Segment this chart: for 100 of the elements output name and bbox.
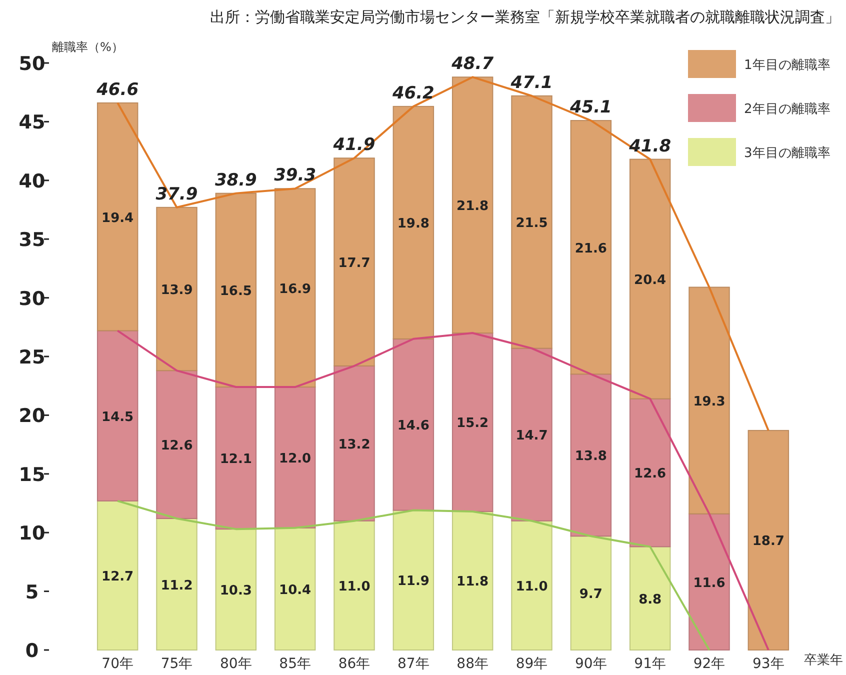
- bar: [215, 386, 257, 530]
- bar: [96, 102, 138, 332]
- bar: [688, 286, 730, 514]
- bar: [215, 528, 257, 650]
- bar: [570, 120, 612, 375]
- bar: [688, 513, 730, 650]
- data-label: 15.2: [456, 416, 489, 432]
- data-label: 19.3: [693, 394, 726, 410]
- y-tick-label: 5: [25, 581, 39, 604]
- x-tick-label: 75年: [160, 656, 193, 672]
- bar: [748, 430, 790, 650]
- data-label: 21.6: [574, 241, 607, 256]
- bar: [392, 106, 434, 340]
- x-tick-label: 88年: [456, 656, 488, 672]
- bar: [156, 206, 198, 372]
- bar: [629, 398, 671, 548]
- y-tick-label: 30: [18, 288, 46, 310]
- x-tick-label: 80年: [220, 656, 252, 672]
- bar: [452, 332, 494, 512]
- bar: [452, 76, 494, 334]
- data-label: 19.4: [102, 210, 134, 226]
- data-label: 12.6: [160, 438, 193, 454]
- data-label: 11.8: [456, 574, 489, 590]
- data-label: 8.8: [638, 592, 662, 608]
- legend-label: 1年目の離職率: [744, 57, 830, 73]
- bar: [511, 348, 552, 522]
- data-label: 19.8: [397, 216, 430, 232]
- x-tick-label: 91年: [634, 656, 666, 672]
- bar: [274, 386, 316, 528]
- data-label: 11.6: [693, 576, 726, 591]
- total-label: 38.9: [214, 170, 258, 190]
- total-label: 46.2: [391, 83, 434, 104]
- bar: [96, 330, 138, 502]
- x-tick-label: 86年: [338, 656, 370, 672]
- y-axis-title: 離職率（%）: [52, 40, 124, 54]
- bar: [570, 374, 612, 537]
- data-label: 14.5: [102, 410, 134, 425]
- x-tick-label: 85年: [279, 656, 311, 672]
- data-label: 20.4: [634, 273, 666, 288]
- data-label: 13.2: [338, 437, 370, 452]
- data-label: 16.9: [279, 282, 312, 297]
- data-label: 13.9: [160, 282, 193, 298]
- y-tick-label: 40: [18, 170, 46, 192]
- data-label: 12.6: [634, 466, 666, 482]
- total-label: 47.1: [510, 72, 553, 93]
- data-label: 10.4: [279, 582, 312, 598]
- y-tick-label: 15: [18, 464, 46, 486]
- data-label: 16.5: [220, 284, 252, 300]
- data-label: 17.7: [338, 256, 370, 271]
- data-label: 11.0: [338, 579, 370, 594]
- y-tick-label: 10: [18, 522, 46, 545]
- data-label: 11.2: [160, 578, 193, 594]
- data-label: 14.7: [516, 428, 548, 444]
- x-tick-label: 92年: [693, 656, 726, 672]
- bar: [629, 546, 671, 650]
- data-label: 21.5: [516, 216, 548, 232]
- data-label: 12.0: [279, 451, 312, 466]
- legend-label: 3年目の離職率: [744, 145, 830, 161]
- bar: [334, 158, 375, 366]
- data-label: 21.8: [456, 199, 489, 214]
- bar: [274, 527, 316, 650]
- x-tick-label: 93年: [752, 656, 784, 672]
- bar: [156, 518, 198, 650]
- legend-label: 2年目の離職率: [744, 101, 830, 117]
- y-tick-label: 50: [18, 53, 46, 75]
- x-axis-title: 卒業年: [804, 653, 843, 668]
- x-tick-label: 87年: [398, 656, 430, 672]
- data-label: 10.3: [220, 584, 252, 599]
- data-label: 11.9: [397, 574, 430, 590]
- x-tick-label: 90年: [575, 656, 607, 672]
- y-tick-label: 35: [18, 229, 46, 252]
- total-label: 46.6: [96, 80, 139, 100]
- bar: [511, 520, 552, 650]
- x-tick-label: 89年: [516, 656, 548, 672]
- x-tick-label: 70年: [102, 656, 134, 672]
- data-label: 9.7: [579, 587, 602, 602]
- total-label: 39.3: [274, 166, 316, 186]
- data-label: 18.7: [752, 534, 784, 550]
- total-label: 45.1: [568, 98, 612, 118]
- data-label: 12.1: [220, 452, 252, 468]
- total-label: 48.7: [450, 54, 494, 74]
- y-tick-label: 20: [18, 405, 46, 428]
- bar: [334, 365, 375, 522]
- data-label: 14.6: [397, 418, 430, 434]
- data-label: 13.8: [574, 449, 607, 464]
- data-label: 11.0: [516, 579, 548, 594]
- chart-title: 出所：労働省職業安定局労働市場センター業務室「新規学校卒業就職者の就職離職状況調査」: [210, 8, 840, 26]
- data-label: 12.7: [102, 569, 134, 584]
- bar: [215, 192, 257, 388]
- total-label: 41.8: [628, 136, 672, 156]
- y-tick-label: 0: [25, 640, 39, 662]
- bar: [570, 536, 612, 650]
- bar: [274, 188, 316, 388]
- y-tick-label: 25: [18, 346, 46, 368]
- bar: [96, 500, 138, 650]
- bar: [392, 338, 434, 511]
- bar: [452, 510, 494, 650]
- bar: [334, 520, 375, 650]
- bar: [392, 510, 434, 650]
- bar: [511, 95, 552, 349]
